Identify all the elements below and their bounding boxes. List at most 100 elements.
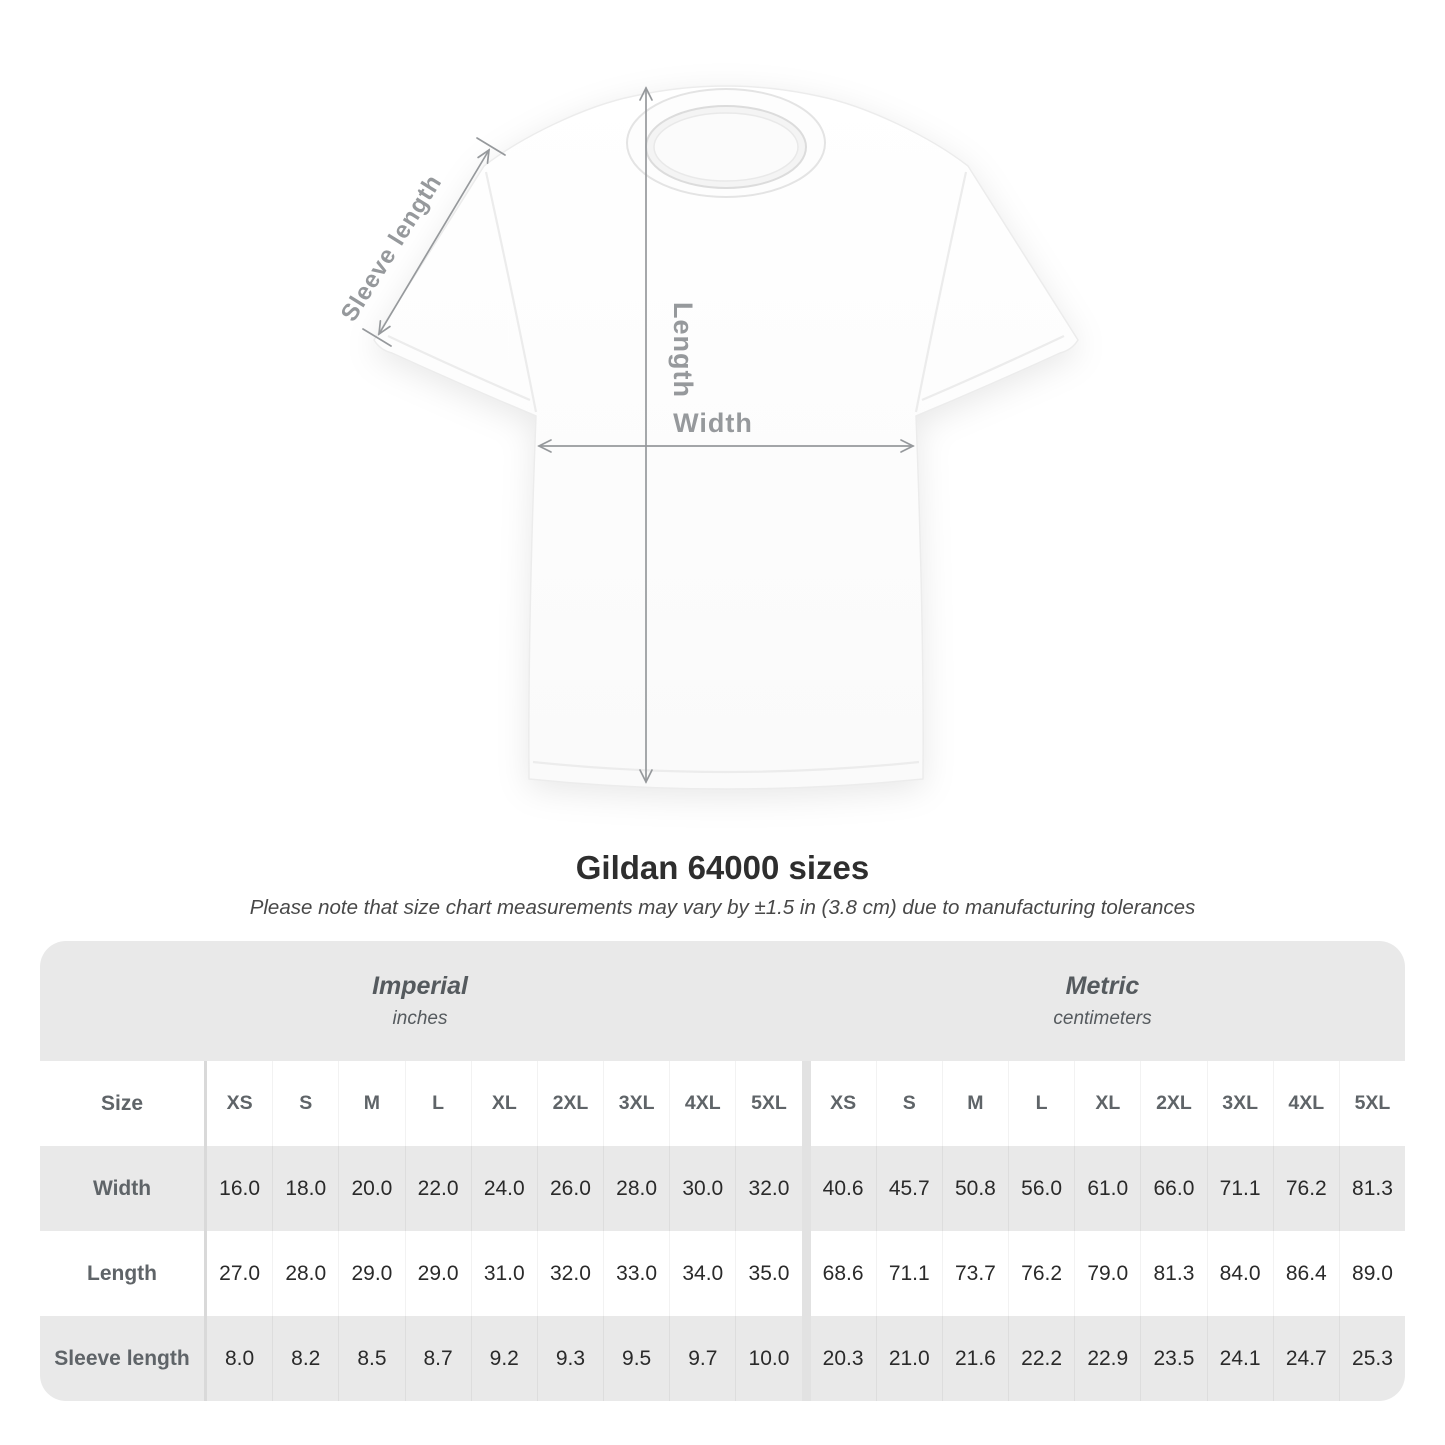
value-cell: 28.0 (273, 1231, 340, 1316)
size-cell: L (1009, 1061, 1076, 1146)
imperial-unit: inches (392, 1008, 448, 1029)
size-cell: M (943, 1061, 1010, 1146)
value-cell: 33.0 (604, 1231, 671, 1316)
value-cell: 30.0 (670, 1146, 737, 1231)
value-cell: 23.5 (1141, 1316, 1208, 1401)
width-arrow (537, 439, 915, 453)
section-divider (801, 1061, 811, 1146)
size-cell: 2XL (1141, 1061, 1208, 1146)
value-cell: 9.3 (538, 1316, 605, 1401)
value-cell: 34.0 (670, 1231, 737, 1316)
size-cell: 3XL (1208, 1061, 1274, 1146)
value-cell: 50.8 (943, 1146, 1010, 1231)
page-subtitle: Please note that size chart measurements… (249, 896, 1196, 919)
size-header-cell: Size (40, 1061, 207, 1146)
value-cell: 22.0 (406, 1146, 472, 1231)
page-title: Gildan 64000 sizes (575, 849, 870, 886)
imperial-width-values: 16.0 18.0 20.0 22.0 24.0 26.0 28.0 30.0 32.0 (207, 1146, 802, 1231)
size-cell: 2XL (538, 1061, 605, 1146)
metric-length-values: 68.6 71.1 73.7 76.2 79.0 81.3 84.0 86.4 89.0 (811, 1231, 1406, 1316)
value-cell: 76.2 (1009, 1231, 1076, 1316)
imperial-length-values: 27.0 28.0 29.0 29.0 31.0 32.0 33.0 34.0 35.0 (207, 1231, 802, 1316)
metric-width-values: 40.6 45.7 50.8 56.0 61.0 66.0 71.1 76.2 81.3 (811, 1146, 1406, 1231)
table-row-sleeve-length: Sleeve length 8.0 8.2 8.5 8.7 9.2 9.3 9.5 9.7 10… (40, 1316, 1405, 1401)
row-label: Length (40, 1231, 207, 1316)
size-cell: XL (1075, 1061, 1142, 1146)
value-cell: 89.0 (1352, 1261, 1393, 1285)
value-cell: 79.0 (1075, 1231, 1142, 1316)
value-cell: 31.0 (472, 1231, 538, 1316)
size-table: Imperial inches Metric centimeters Size … (40, 941, 1405, 1401)
left-sleeve-hem-stitch (387, 335, 531, 402)
section-divider (801, 1316, 811, 1401)
value-cell: 16.0 (207, 1146, 274, 1231)
metric-label: Metric (1065, 972, 1140, 1000)
table-row-length: Length 27.0 28.0 29.0 29.0 31.0 32.0 33.0 34.0 3… (40, 1231, 1405, 1316)
collar-inner-seam (653, 112, 799, 182)
value-cell: 84.0 (1208, 1231, 1274, 1316)
value-cell: 81.3 (1352, 1176, 1393, 1200)
value-cell: 86.4 (1274, 1231, 1340, 1316)
width-label: Width (673, 408, 753, 438)
value-cell: 32.0 (748, 1176, 790, 1200)
size-cell: XS (207, 1061, 274, 1146)
value-cell: 25.3 (1352, 1346, 1393, 1370)
hem-stitch (532, 760, 920, 774)
size-cell: S (877, 1061, 943, 1146)
value-cell: 76.2 (1274, 1146, 1340, 1231)
value-cell: 32.0 (538, 1231, 605, 1316)
value-cell: 81.3 (1141, 1231, 1208, 1316)
value-cell: 71.1 (1208, 1146, 1274, 1231)
section-divider (801, 1231, 811, 1316)
table-row-width: Width 16.0 18.0 20.0 22.0 24.0 26.0 28.0 30.0 32… (40, 1146, 1405, 1231)
value-cell: 40.6 (811, 1146, 877, 1231)
size-cell: M (339, 1061, 406, 1146)
size-cell: 3XL (604, 1061, 671, 1146)
right-armhole-seam (914, 171, 968, 413)
row-label: Width (40, 1146, 207, 1231)
imperial-size-headers: XS S M L XL 2XL 3XL 4XL 5XL (207, 1061, 802, 1146)
value-cell: 24.7 (1274, 1316, 1340, 1401)
value-cell: 22.2 (1009, 1316, 1076, 1401)
size-cell: XS (811, 1061, 877, 1146)
left-armhole-seam (484, 171, 538, 413)
value-cell: 9.2 (472, 1316, 538, 1401)
metric-size-headers: XS S M L XL 2XL 3XL 4XL 5XL (811, 1061, 1406, 1146)
value-cell: 20.0 (339, 1146, 406, 1231)
size-cell: 5XL (1354, 1092, 1391, 1114)
value-cell: 8.0 (207, 1316, 274, 1401)
imperial-sleeve-values: 8.0 8.2 8.5 8.7 9.2 9.3 9.5 9.7 10.0 (207, 1316, 802, 1401)
section-divider (801, 1146, 811, 1231)
tshirt-diagram: Length Width Sleeve length (336, 85, 1079, 790)
value-cell: 22.9 (1075, 1316, 1142, 1401)
value-cell: 73.7 (943, 1231, 1010, 1316)
imperial-label: Imperial (372, 972, 468, 1000)
length-label: Length (668, 302, 698, 398)
value-cell: 26.0 (538, 1146, 605, 1231)
value-cell: 56.0 (1009, 1146, 1076, 1231)
value-cell: 24.0 (472, 1146, 538, 1231)
value-cell: 29.0 (339, 1231, 406, 1316)
size-cell: S (273, 1061, 340, 1146)
value-cell: 8.5 (339, 1316, 406, 1401)
value-cell: 10.0 (748, 1346, 790, 1370)
value-cell: 45.7 (877, 1146, 943, 1231)
size-cell: 4XL (670, 1061, 737, 1146)
sleeve-length-arrow (362, 137, 506, 347)
value-cell: 8.7 (406, 1316, 472, 1401)
value-cell: 21.6 (943, 1316, 1010, 1401)
value-cell: 66.0 (1141, 1146, 1208, 1231)
value-cell: 21.0 (877, 1316, 943, 1401)
imperial-header: Imperial inches (40, 941, 800, 1061)
value-cell: 9.7 (670, 1316, 737, 1401)
length-arrow (639, 86, 653, 784)
size-cell: 5XL (751, 1092, 787, 1114)
value-cell: 24.1 (1208, 1316, 1274, 1401)
table-row-sizes: Size XS S M L XL 2XL 3XL 4XL 5XL XS S M L XL 2XL 3XL 4X… (40, 1061, 1405, 1146)
value-cell: 68.6 (811, 1231, 877, 1316)
value-cell: 8.2 (273, 1316, 340, 1401)
size-cell: XL (472, 1061, 538, 1146)
value-cell: 35.0 (748, 1261, 790, 1285)
metric-sleeve-values: 20.3 21.0 21.6 22.2 22.9 23.5 24.1 24.7 25.3 (811, 1316, 1406, 1401)
value-cell: 29.0 (406, 1231, 472, 1316)
